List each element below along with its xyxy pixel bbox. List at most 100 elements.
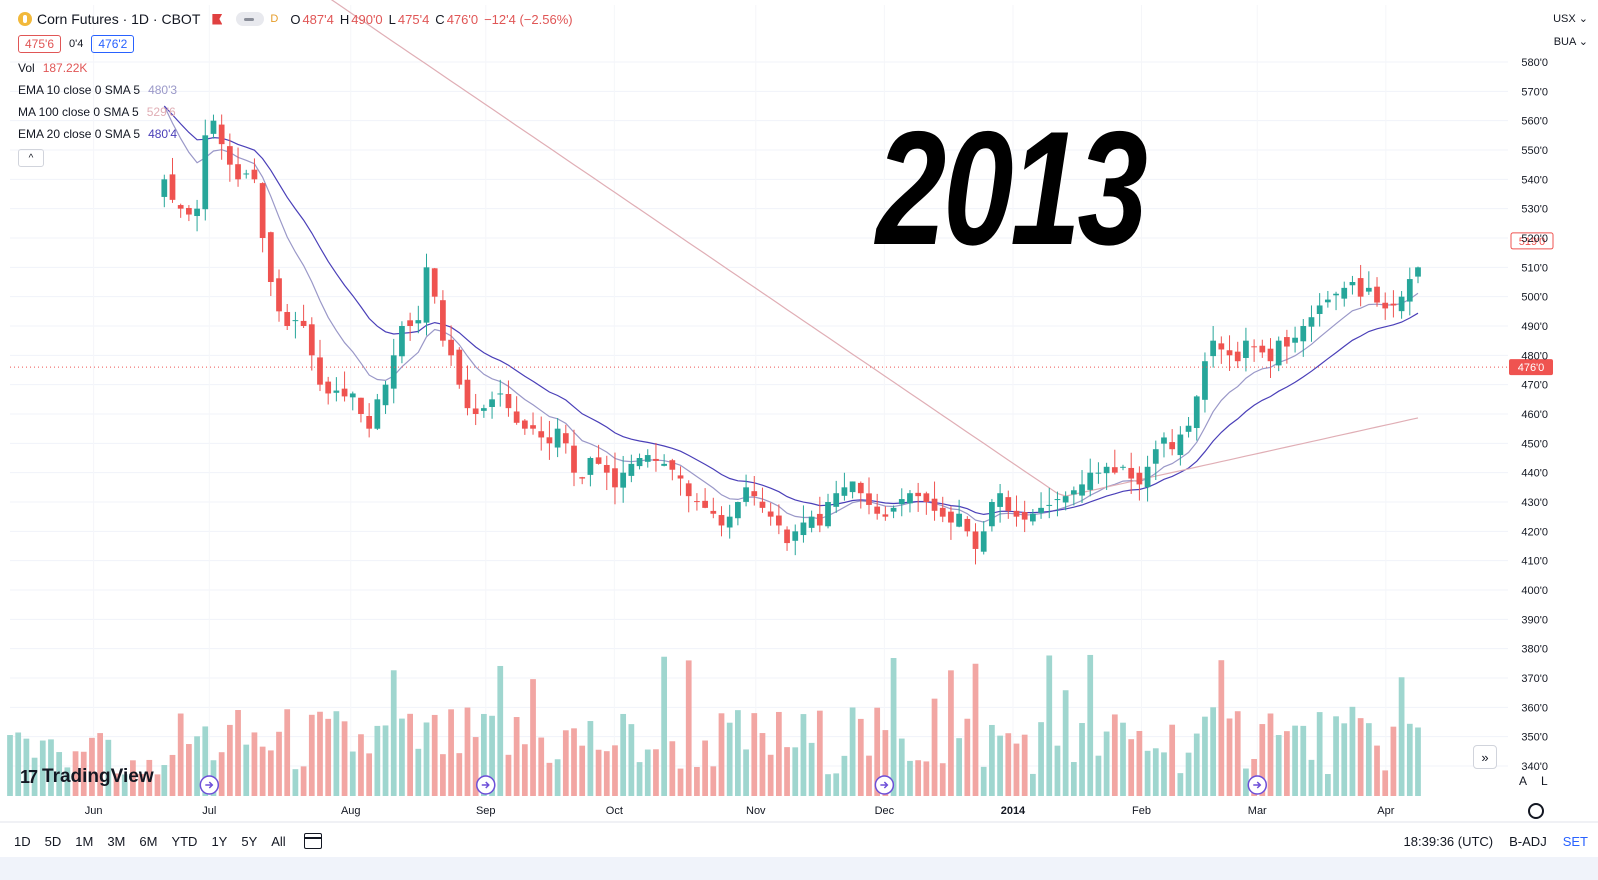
candle-body [538,431,545,438]
volume-bar [849,707,856,796]
volume-bar [415,748,422,796]
event-markers [199,775,1268,795]
visibility-toggle-icon[interactable] [236,12,265,26]
timeframe-1m[interactable]: 1M [75,833,94,849]
volume-bar [325,718,332,796]
scroll-to-realtime-button[interactable]: » [1473,745,1497,769]
candle-body [1382,302,1389,309]
volume-bar [341,721,348,796]
volume-bar [890,658,897,796]
candle-body [554,428,561,448]
volume-bar [841,755,848,796]
volume-bar [669,741,676,796]
collapse-legend-button[interactable]: ^ [18,149,44,167]
adjustment-toggle[interactable]: B-ADJ [1509,833,1547,849]
candle-body [399,326,405,357]
volume-bar [1120,722,1126,796]
timeframe-6m[interactable]: 6M [139,833,158,849]
timeframe-all[interactable]: All [271,833,286,849]
volume-bar [1333,716,1339,796]
candle-body [792,531,799,541]
price-tick-label: 450'0 [1521,438,1548,450]
high-price-tag [1510,232,1554,250]
volume-bar [718,713,725,796]
volume-bar [530,679,536,796]
indicator-row[interactable]: EMA 20 close 0 SMA 5 480'4 [18,123,579,145]
timeframe-5y[interactable]: 5Y [241,833,258,849]
candle-body [1177,434,1184,456]
session-toggle[interactable]: SET [1562,833,1588,849]
volume-bar [1357,718,1364,796]
timeframe-ytd[interactable]: YTD [171,833,198,849]
volume-bar [1390,726,1397,796]
date-range-calendar-icon[interactable] [303,833,322,849]
timeframe-1y[interactable]: 1Y [211,833,228,849]
candle-body [472,408,479,414]
candle-body [620,472,627,488]
volume-bar [579,745,586,796]
volume-bar [956,738,962,796]
bid-ask-row: 475'6 0'4 476'2 [18,33,579,55]
candle-body [423,267,430,323]
candle-body [866,493,872,505]
volume-bar [1111,714,1118,796]
volume-bar [1054,745,1061,796]
log-scale-button[interactable]: L [1541,774,1548,788]
bottom-right-info: 18:39:36 (UTC) B-ADJ SET [1404,826,1588,856]
candle-body [1070,490,1077,495]
volume-bar [546,762,553,796]
volume-bar [931,698,938,796]
time-tick-label: Feb [1132,805,1151,817]
settings-gear-icon[interactable] [1528,803,1544,819]
volume-bar [1324,774,1331,796]
candle-body [816,513,823,526]
time-tick-label: Dec [875,805,895,817]
volume-bar [1316,712,1323,796]
volume-bar [1013,743,1020,796]
candle-body [317,357,323,385]
clock[interactable]: 18:39:36 (UTC) [1403,833,1494,849]
time-tick-label: Jun [85,805,103,817]
candle-body [431,268,438,297]
flag-icon[interactable] [212,13,223,25]
volume-bar [784,747,790,796]
volume-bar [276,731,282,796]
candle-body [997,493,1003,507]
volume-bar [513,717,520,796]
volume-bar [1193,733,1200,796]
auto-scale-button[interactable]: A [1519,774,1528,788]
indicator-value: 480'3 [148,83,178,97]
candle-body [1349,282,1356,286]
currency-selector[interactable]: USX ⌄ [1553,13,1588,25]
volume-bar [489,715,495,796]
indicator-row[interactable]: EMA 10 close 0 SMA 5 480'3 [18,79,579,101]
candle-body [1169,442,1176,450]
volume-bar [31,757,38,796]
timeframe-3m[interactable]: 3M [107,833,126,849]
grid [10,5,1508,796]
volume-bar [1046,655,1053,796]
indicator-row[interactable]: MA 100 close 0 SMA 5 529'6 [18,101,579,123]
volume-bar [1062,690,1069,796]
timeframe-1d[interactable]: 1D [14,833,31,849]
indicator-row[interactable]: Vol 187.22K [18,57,579,79]
volume-bar [1005,733,1012,796]
tradingview-logo[interactable]: 17 TradingView [20,766,154,787]
bid-price[interactable]: 475'6 [18,35,61,53]
price-chart[interactable]: 476'0 519'0 580'0 570'0 560'0 550'0 540'0 530'… [0,0,1598,826]
ohlc-value: −12'4 (−2.56%) [484,11,573,27]
timeframe-5d[interactable]: 5D [44,833,62,849]
volume-bar [915,760,922,796]
volume-bar [726,722,733,796]
candle-body [513,411,520,423]
ask-price[interactable]: 476'2 [91,35,135,53]
volume-bar [267,750,274,796]
symbol-title[interactable]: Corn Futures · 1D · CBOT [37,11,201,27]
time-tick-label: Aug [341,805,361,817]
volume-bar [1087,654,1094,796]
time-tick-label: Nov [746,805,766,817]
ohlc-key: O [290,11,301,27]
volume-bar [833,773,840,796]
volume-bar [653,749,659,796]
unit-selector[interactable]: BUA ⌄ [1553,36,1588,48]
